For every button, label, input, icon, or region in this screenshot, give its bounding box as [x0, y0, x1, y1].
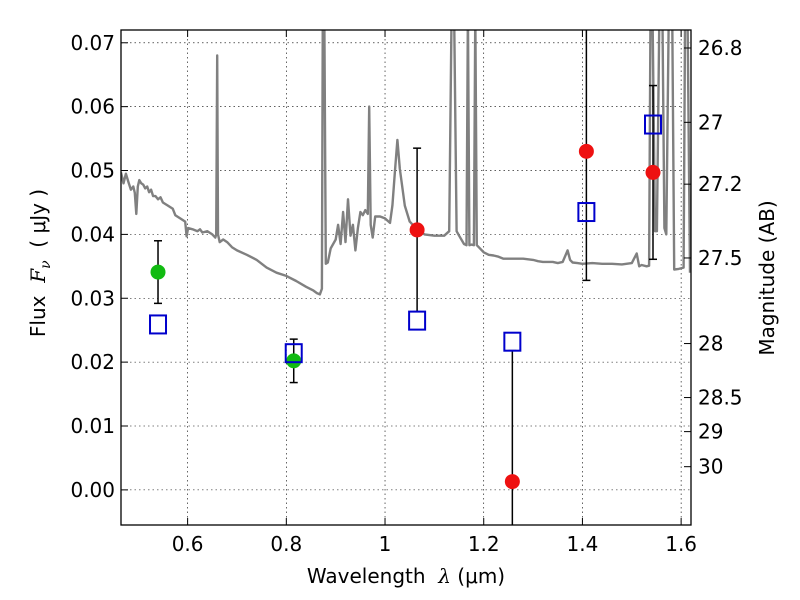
- y-tick-label: 0.03: [70, 286, 115, 310]
- model-photometry-square: [577, 202, 596, 223]
- observed-flux-point: [286, 353, 302, 369]
- magnitude-tick-label: 26.8: [698, 36, 743, 60]
- plot-background: [121, 30, 691, 525]
- magnitude-tick-label: 27.5: [698, 246, 743, 270]
- x-tick-label: 1.4: [567, 532, 599, 556]
- y-axis-label-symbol: F: [26, 268, 50, 284]
- magnitude-tick-label: 29: [698, 420, 723, 444]
- y-tick-label: 0.04: [70, 222, 115, 246]
- x-tick-label: 1: [379, 532, 392, 556]
- y2-axis-label: Magnitude (AB): [755, 200, 779, 355]
- observed-flux-point: [504, 474, 520, 490]
- y-tick-label: 0.07: [70, 31, 115, 55]
- y-tick-label: 0.00: [70, 478, 115, 502]
- model-spectrum-line: [121, 30, 691, 296]
- model-photometry-square: [149, 314, 168, 335]
- magnitude-tick-label: 30: [698, 455, 723, 479]
- x-tick-label: 0.8: [270, 532, 302, 556]
- magnitude-tick-label: 28.5: [698, 386, 743, 410]
- tick-labels: 0.6 0.8 1 1.2 1.4 1.6 0.00 0.01 0.02 0.03 0.04 0.05…: [70, 31, 742, 556]
- x-axis-label-units: (μm): [451, 564, 505, 588]
- y-axis-label-subscript: ν: [38, 260, 54, 269]
- y-axis-label: Flux Fν ( μJy ): [26, 189, 54, 337]
- y-tick-label: 0.06: [70, 95, 115, 119]
- model-photometry-square: [408, 310, 427, 331]
- x-tick-label: 0.6: [172, 532, 204, 556]
- model-photometry-square: [284, 343, 303, 364]
- x-axis-label: Wavelength λ (μm): [307, 564, 505, 588]
- x-tick-label: 1.6: [665, 532, 697, 556]
- axis-ticks: [121, 30, 691, 525]
- y-tick-label: 0.02: [70, 350, 115, 374]
- x-axis-label-prefix: Wavelength: [307, 564, 438, 588]
- observed-flux-point: [409, 222, 425, 238]
- magnitude-tick-label: 28: [698, 332, 723, 356]
- x-axis-label-symbol: λ: [437, 564, 451, 588]
- y-axis-label-prefix: Flux: [26, 283, 50, 337]
- x-tick-label: 1.2: [468, 532, 500, 556]
- grid-lines: [121, 30, 691, 525]
- observed-flux-point: [578, 143, 594, 159]
- magnitude-tick-label: 27.2: [698, 172, 743, 196]
- plot-frame: [120, 29, 692, 526]
- y-tick-label: 0.01: [70, 414, 115, 438]
- y-axis-label-units: ( μJy ): [26, 189, 50, 261]
- y-tick-label: 0.05: [70, 159, 115, 183]
- spectrum-layer: [121, 30, 691, 296]
- model-photometry-square: [503, 331, 522, 352]
- magnitude-tick-label: 27: [698, 110, 723, 134]
- observed-flux-point: [645, 164, 661, 180]
- observed-flux-point: [150, 264, 166, 280]
- model-photometry-square: [644, 114, 662, 135]
- marker-layer: [149, 114, 662, 490]
